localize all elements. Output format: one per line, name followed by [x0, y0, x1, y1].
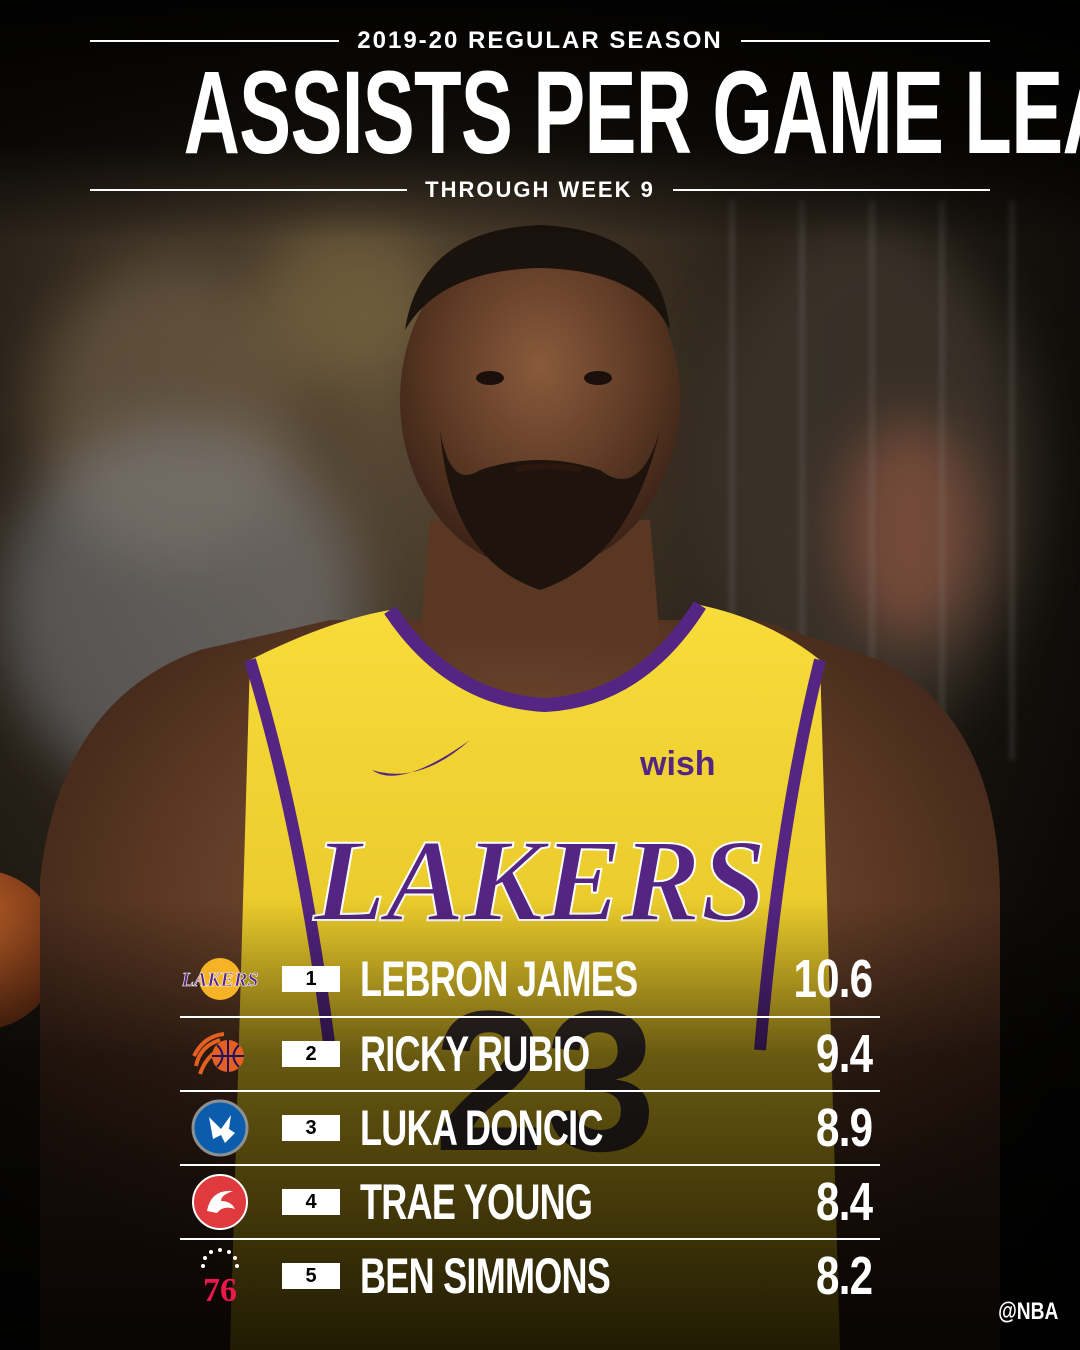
hawks-logo-icon: [180, 1172, 260, 1232]
leaderboard: LAKERS 1 LEBRON JAMES 10.6 2 RICKY RUBIO…: [180, 942, 880, 1312]
rank-badge: 2: [282, 1041, 340, 1067]
divider: [90, 40, 340, 42]
rank-badge: 3: [282, 1115, 340, 1141]
svg-text:wish: wish: [639, 745, 716, 783]
leader-row: LAKERS 1 LEBRON JAMES 10.6: [180, 942, 880, 1016]
player-name: BEN SIMMONS: [360, 1248, 611, 1304]
divider: [672, 189, 990, 191]
rank-badge: 4: [282, 1189, 340, 1215]
svg-text:76: 76: [203, 1272, 237, 1307]
season-label: 2019-20 REGULAR SEASON: [357, 27, 723, 54]
leader-row: 3 LUKA DONCIC 8.9: [180, 1090, 880, 1164]
rank-badge: 5: [282, 1263, 340, 1289]
mavericks-logo-icon: [180, 1098, 260, 1158]
rank-badge: 1: [282, 966, 340, 992]
lakers-logo-icon: LAKERS: [180, 949, 260, 1009]
76ers-logo-icon: 76: [180, 1246, 260, 1307]
board-shade: [0, 900, 1080, 1350]
season-row: 2019-20 REGULAR SEASON: [0, 26, 1080, 56]
assists-value: 8.9: [815, 1098, 873, 1158]
player-name: LUKA DONCIC: [360, 1100, 603, 1156]
week-row: THROUGH WEEK 9: [0, 175, 1080, 205]
nba-handle: @NBA: [997, 1298, 1058, 1325]
leader-row: 2 RICKY RUBIO 9.4: [180, 1016, 880, 1090]
assists-value: 10.6: [793, 949, 873, 1009]
assists-value: 9.4: [815, 1024, 873, 1084]
assists-value: 8.4: [815, 1172, 873, 1232]
page-title: ASSISTS PER GAME LEADERS: [183, 47, 1080, 179]
player-name: RICKY RUBIO: [360, 1026, 590, 1082]
leader-row: 76 5 BEN SIMMONS 8.2: [180, 1238, 880, 1312]
suns-logo-icon: [180, 1024, 260, 1084]
divider: [90, 189, 408, 191]
assists-value: 8.2: [815, 1246, 873, 1306]
background-crowd: [40, 260, 300, 560]
divider: [740, 40, 990, 42]
background-hand: [840, 420, 980, 640]
svg-text:LAKERS: LAKERS: [182, 969, 258, 991]
player-name: LEBRON JAMES: [360, 951, 638, 1007]
leader-row: 4 TRAE YOUNG 8.4: [180, 1164, 880, 1238]
player-name: TRAE YOUNG: [360, 1174, 593, 1230]
subtitle: THROUGH WEEK 9: [425, 177, 655, 202]
